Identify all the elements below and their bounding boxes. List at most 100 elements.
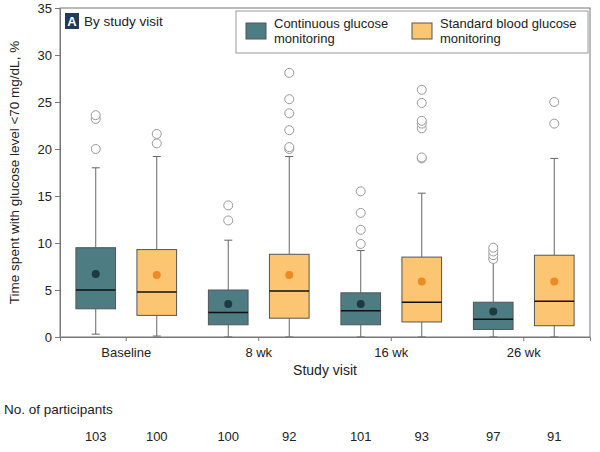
whisker-high [156, 157, 157, 250]
whisker-high [360, 251, 361, 293]
series [76, 111, 513, 337]
whisker-low [493, 329, 494, 337]
outlier [356, 225, 365, 234]
y-tick-mark [55, 102, 60, 103]
y-tick-label: 30 [38, 48, 52, 63]
participants-count: 101 [350, 429, 372, 444]
x-tick-mark [523, 337, 524, 341]
whisker-high [228, 240, 229, 290]
whisker-cap-low [357, 337, 365, 338]
median [473, 318, 513, 320]
x-tick: Baseline [101, 337, 151, 360]
box [208, 290, 248, 325]
whisker-high [95, 168, 96, 248]
outlier [91, 145, 100, 154]
title: By study visit [84, 14, 163, 29]
y-tick-label: 25 [38, 95, 52, 110]
box-group [269, 68, 309, 337]
box-group [137, 129, 177, 336]
median [76, 289, 116, 291]
outlier [417, 116, 426, 125]
x-tick-mark [126, 337, 127, 341]
y-axis-title: Time spent with glucose level <70 mg/dL,… [7, 41, 22, 304]
whisker-cap-high [285, 156, 293, 157]
x-tick-label: 26 wk [507, 345, 541, 360]
median [402, 301, 442, 303]
outlier [356, 239, 365, 248]
outlier [356, 187, 365, 196]
y-tick: 30 [38, 48, 60, 63]
mean [92, 270, 100, 278]
legend-label: Standard blood glucosemonitoring [440, 16, 577, 46]
box-group [534, 98, 574, 338]
outlier [224, 216, 233, 225]
y-tick-mark [55, 8, 60, 9]
box [76, 248, 116, 309]
whisker-cap-low [489, 337, 497, 338]
x-tick: 26 wk [507, 337, 541, 360]
participants-count: 92 [282, 429, 296, 444]
mean [224, 300, 232, 308]
outlier [152, 129, 161, 138]
y-tick-label: 5 [45, 283, 52, 298]
legend-box [236, 11, 588, 53]
y-tick-label: 20 [38, 142, 52, 157]
plot-frame [60, 8, 590, 337]
outlier [285, 95, 294, 104]
y-tick: 5 [45, 283, 60, 298]
whisker-low [289, 318, 290, 337]
legend: Continuous glucosemonitoring Standard blo… [236, 11, 588, 53]
box-group [76, 111, 116, 335]
legend-label: Continuous glucosemonitoring [274, 16, 388, 46]
whisker-low [421, 322, 422, 337]
y-axis: 05101520253035 [38, 1, 61, 345]
participants-count: 91 [547, 429, 561, 444]
whisker-cap-high [224, 240, 232, 241]
participants-count: 93 [415, 429, 429, 444]
y-tick-label: 10 [38, 236, 52, 251]
x-tick-label: 8 wk [245, 345, 272, 360]
outlier [152, 139, 161, 148]
marks [76, 68, 574, 337]
x-axis-title: Study visit [293, 362, 357, 378]
y-tick-mark [55, 337, 60, 338]
box-group [341, 187, 381, 337]
mean [285, 271, 293, 279]
x-axis-line [61, 338, 591, 342]
whisker-low [554, 326, 555, 337]
y-tick: 15 [38, 189, 60, 204]
box-group [473, 243, 513, 337]
y-tick-label: 15 [38, 189, 52, 204]
median [269, 290, 309, 292]
legend-swatch [412, 23, 432, 39]
x-tick: 8 wk [245, 337, 272, 360]
legend-entry: Standard blood glucosemonitoring [412, 16, 577, 46]
x-tick-label: 16 wk [374, 345, 408, 360]
whisker-cap-low [92, 334, 100, 335]
box [269, 254, 309, 318]
outlier [417, 154, 426, 163]
y-axis-line [55, 9, 61, 338]
box [534, 255, 574, 326]
mean [550, 278, 558, 286]
y-tick-mark [55, 149, 60, 150]
whisker-cap-low [224, 337, 232, 338]
y-tick: 20 [38, 142, 60, 157]
whisker-cap-high [418, 193, 426, 194]
whisker-high [554, 158, 555, 255]
whisker-cap-low [418, 337, 426, 338]
participants-count: 100 [217, 429, 239, 444]
whisker-high [493, 262, 494, 302]
box [341, 293, 381, 325]
x-tick: 16 wk [374, 337, 408, 360]
whisker-low [360, 325, 361, 337]
outlier [417, 85, 426, 94]
x-tick-mark [258, 337, 259, 341]
participants-count: 100 [146, 429, 168, 444]
participants-count: 103 [85, 429, 107, 444]
box-group [208, 201, 248, 337]
series [137, 68, 574, 337]
y-tick-label: 0 [45, 330, 52, 345]
outlier [285, 68, 294, 77]
mean [418, 278, 426, 286]
